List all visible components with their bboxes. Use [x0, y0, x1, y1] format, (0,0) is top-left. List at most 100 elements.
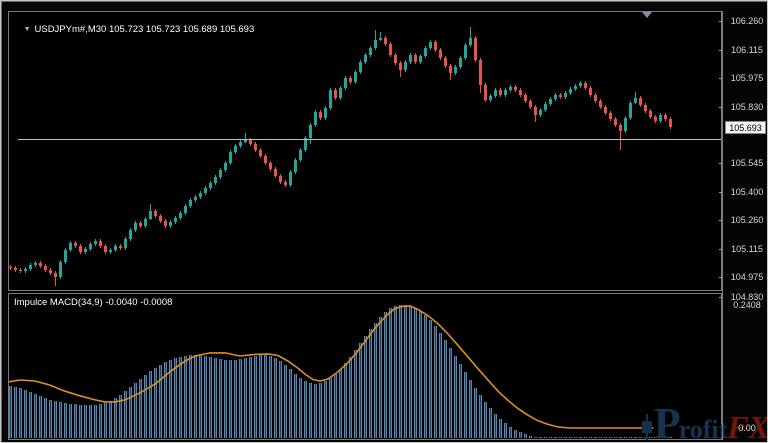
- candle: [574, 86, 577, 89]
- macd-signal-line: [9, 305, 654, 431]
- candle: [564, 93, 567, 97]
- candle: [29, 265, 32, 269]
- current-price-line: [18, 139, 721, 140]
- candle: [294, 160, 297, 172]
- candle: [69, 242, 72, 251]
- macd-histogram-bar: [499, 419, 502, 438]
- candle: [539, 109, 542, 115]
- candle: [304, 138, 307, 151]
- macd-histogram-bar: [239, 358, 242, 438]
- macd-histogram-bar: [144, 374, 147, 438]
- candle-wick: [375, 29, 376, 50]
- candle: [199, 193, 202, 197]
- chart-shift-marker-icon[interactable]: [642, 12, 652, 18]
- candle: [39, 263, 42, 266]
- candle: [279, 175, 282, 182]
- macd-histogram-bar: [269, 355, 272, 438]
- macd-histogram-bar: [169, 360, 172, 438]
- candle: [559, 94, 562, 97]
- candle: [644, 105, 647, 112]
- macd-histogram-bar: [554, 436, 557, 438]
- macd-histogram-bar: [444, 339, 447, 438]
- candle: [214, 177, 217, 184]
- indicator-axis-label: 0.00: [738, 423, 756, 433]
- candle: [109, 250, 112, 252]
- macd-histogram-bar: [164, 362, 167, 438]
- macd-histogram-bar: [299, 377, 302, 438]
- candle: [414, 54, 417, 63]
- profitfx-watermark: ProfitFX: [640, 398, 768, 443]
- candle: [444, 57, 447, 67]
- macd-histogram-bar: [534, 436, 537, 438]
- candle: [224, 163, 227, 170]
- macd-histogram-bar: [509, 426, 512, 438]
- candle: [519, 90, 522, 95]
- macd-histogram-bar: [604, 436, 607, 438]
- candle: [79, 245, 82, 252]
- macd-histogram-bar: [414, 308, 417, 438]
- candle: [544, 103, 547, 110]
- macd-histogram-bar: [524, 433, 527, 438]
- macd-histogram-bar: [284, 365, 287, 438]
- candle: [24, 269, 27, 272]
- macd-histogram-bar: [314, 384, 317, 438]
- macd-histogram-bar: [479, 395, 482, 438]
- candle: [619, 124, 622, 131]
- macd-histogram-bar: [659, 436, 662, 438]
- price-axis-label: 105.975: [730, 73, 764, 83]
- macd-histogram-bar: [124, 391, 127, 438]
- watermark-fx: FX: [727, 409, 768, 443]
- candle: [589, 87, 592, 95]
- candle-wick: [620, 123, 621, 150]
- axis-tick: [719, 50, 723, 51]
- macd-histogram-bar: [364, 336, 367, 438]
- macd-histogram-bar: [219, 358, 222, 438]
- candle: [134, 223, 137, 230]
- candle: [419, 56, 422, 63]
- axis-tick: [719, 163, 723, 164]
- candle: [404, 62, 407, 70]
- candle: [159, 215, 162, 221]
- watermark-candle-icon: [640, 414, 654, 440]
- price-axis-label: 105.400: [730, 187, 764, 197]
- macd-histogram-bar: [539, 436, 542, 438]
- candle: [659, 114, 662, 121]
- candle: [124, 238, 127, 248]
- candle: [104, 245, 107, 252]
- macd-histogram-bar: [34, 393, 37, 438]
- candle: [154, 211, 157, 216]
- macd-histogram-bar: [74, 403, 77, 438]
- impulse-macd-panel[interactable]: [8, 293, 722, 440]
- candle: [489, 96, 492, 100]
- macd-histogram-bar: [69, 403, 72, 438]
- price-axis[interactable]: 106.260 106.115 105.975 105.830 105.545 105.4…: [719, 0, 768, 443]
- candle-wick: [55, 271, 56, 287]
- candle: [194, 196, 197, 200]
- candle: [524, 94, 527, 101]
- macd-histogram-bar: [184, 355, 187, 438]
- macd-histogram-bar: [329, 377, 332, 438]
- candle: [509, 87, 512, 91]
- macd-histogram-bar: [154, 367, 157, 438]
- candle: [364, 54, 367, 63]
- candle: [204, 187, 207, 194]
- macd-histogram-bar: [44, 398, 47, 438]
- macd-histogram-bar: [179, 356, 182, 438]
- macd-histogram-bar: [244, 357, 247, 438]
- symbol-period-label: USDJPYm#,M30: [34, 24, 107, 35]
- macd-histogram-bar: [249, 356, 252, 438]
- chevron-down-icon[interactable]: ▼: [23, 26, 31, 33]
- candle: [379, 38, 382, 40]
- candle: [634, 97, 637, 103]
- main-price-chart[interactable]: [8, 11, 722, 291]
- macd-histogram-bar: [289, 369, 292, 438]
- macd-histogram-bar: [439, 332, 442, 438]
- candle: [74, 242, 77, 246]
- candle: [299, 150, 302, 160]
- candle: [474, 38, 477, 60]
- candle: [469, 38, 472, 45]
- candle: [349, 78, 352, 82]
- candle: [174, 217, 177, 222]
- candle: [579, 82, 582, 87]
- candle: [409, 54, 412, 63]
